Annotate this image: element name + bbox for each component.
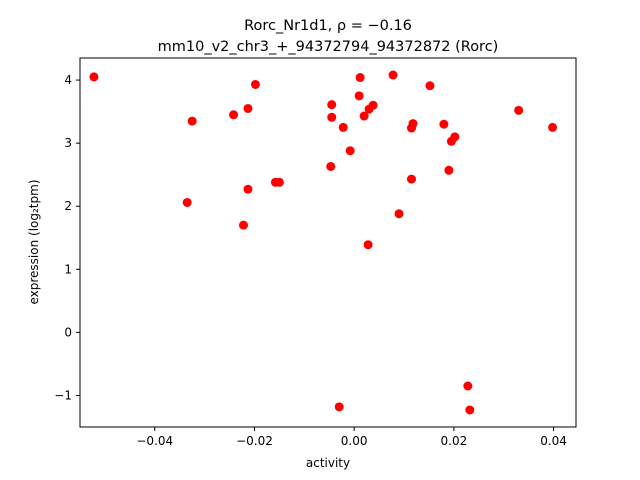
data-point (338, 122, 348, 132)
data-point (326, 161, 336, 171)
data-point (368, 100, 378, 110)
y-tick-label: −1 (54, 388, 72, 402)
data-point (345, 146, 355, 156)
data-point (250, 79, 260, 89)
y-tick-label: 0 (64, 325, 72, 339)
chart-title-line-2: mm10_v2_chr3_+_94372794_94372872 (Rorc) (158, 39, 499, 55)
y-tick-label: 4 (64, 73, 72, 87)
x-tick-label: −0.04 (136, 434, 173, 448)
data-point (354, 91, 364, 101)
data-point (465, 405, 475, 415)
y-axis-label: expression (log₂tpm) (27, 179, 41, 304)
data-point (548, 122, 558, 132)
y-tick-label: 1 (64, 262, 72, 276)
x-axis-ticks: −0.04 −0.02 0.00 0.02 0.04 (136, 427, 567, 448)
data-point (274, 177, 284, 187)
data-point (239, 220, 249, 230)
data-point (334, 402, 344, 412)
data-point (243, 103, 253, 113)
data-points (89, 70, 558, 415)
data-point (327, 112, 337, 122)
data-point (394, 209, 404, 219)
data-point (514, 105, 524, 115)
data-point (425, 81, 435, 91)
data-point (355, 73, 365, 83)
data-point (439, 119, 449, 129)
data-point (450, 132, 460, 142)
chart-title-line-1: Rorc_Nr1d1, ρ = −0.16 (244, 18, 412, 34)
data-point (327, 100, 337, 110)
y-tick-label: 3 (64, 136, 72, 150)
data-point (89, 72, 99, 82)
data-point (182, 197, 192, 207)
x-tick-label: 0.02 (441, 434, 468, 448)
data-point (359, 111, 369, 121)
data-point (229, 110, 239, 120)
data-point (388, 70, 398, 80)
x-tick-label: −0.02 (236, 434, 273, 448)
data-point (363, 240, 373, 250)
y-tick-label: 2 (64, 199, 72, 213)
data-point (444, 165, 454, 175)
y-axis-ticks: −1 0 1 2 3 4 (54, 73, 80, 402)
data-point (463, 381, 473, 391)
x-tick-label: 0.04 (540, 434, 567, 448)
data-point (406, 174, 416, 184)
x-axis-label: activity (306, 456, 350, 470)
x-tick-label: 0.00 (341, 434, 368, 448)
plot-frame (79, 57, 577, 428)
data-point (187, 116, 197, 126)
data-point (408, 119, 418, 129)
data-point (243, 184, 253, 194)
